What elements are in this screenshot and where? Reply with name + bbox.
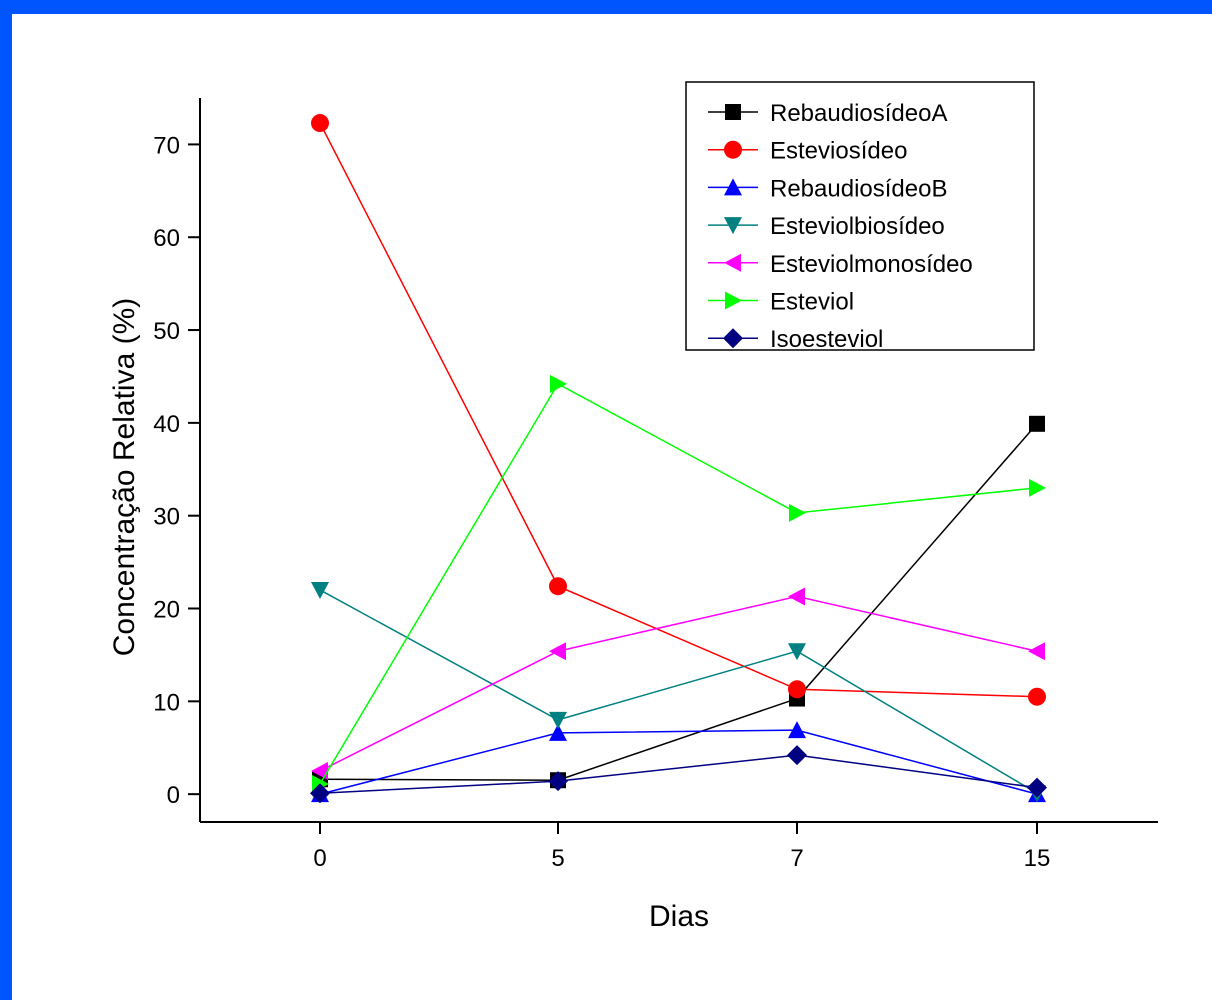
- legend-item: Esteviolmonosídeo: [708, 251, 973, 278]
- series-7: [310, 745, 1047, 804]
- legend-marker: [723, 328, 743, 349]
- x-tick-label: 0: [313, 845, 326, 872]
- y-tick-label: 10: [153, 689, 180, 716]
- data-point: [788, 680, 806, 699]
- legend-label: Esteviolbiosídeo: [770, 213, 945, 240]
- y-axis-label: Concentração Relativa (%): [108, 298, 141, 657]
- data-point: [311, 581, 329, 599]
- data-point: [549, 723, 567, 741]
- data-point: [788, 643, 806, 661]
- y-tick-label: 40: [153, 411, 180, 438]
- legend-marker: [724, 253, 741, 272]
- legend-item: Esteviol: [708, 289, 854, 316]
- data-point: [311, 761, 328, 780]
- x-tick-label: 5: [551, 845, 564, 872]
- series-line: [319, 122, 1038, 698]
- x-axis-label: Dias: [649, 900, 709, 933]
- x-tick-label: 15: [1024, 845, 1051, 872]
- legend-marker: [724, 178, 742, 196]
- legend-marker: [724, 217, 742, 235]
- data-point: [550, 374, 567, 393]
- legend-label: Esteviol: [770, 289, 854, 316]
- series-line: [319, 754, 1038, 794]
- data-point: [549, 642, 566, 661]
- legend-item: Esteviosídeo: [708, 138, 907, 165]
- data-point: [1029, 415, 1045, 432]
- x-ticks: 0 5 7 15: [313, 822, 1050, 872]
- series-line: [319, 589, 1038, 794]
- legend-item: RebaudiosídeoA: [708, 100, 947, 127]
- series-line: [319, 423, 1038, 781]
- y-tick-label: 70: [153, 132, 180, 159]
- y-tick-label: 0: [167, 782, 180, 809]
- legend-label: Isoesteviol: [770, 326, 883, 353]
- data-point: [787, 745, 807, 766]
- y-tick-label: 30: [153, 504, 180, 531]
- series-line: [319, 729, 1038, 795]
- legend-box: [685, 81, 1035, 351]
- data-point: [1028, 642, 1045, 661]
- data-point: [1028, 687, 1046, 706]
- data-point: [549, 711, 567, 729]
- legend-label: Esteviolmonosídeo: [770, 251, 973, 278]
- series-line: [319, 595, 1038, 772]
- data-point: [1029, 478, 1046, 497]
- data-point: [548, 771, 568, 792]
- slide-background: 0 10 20 30 40 50 60 70 0 5 7 15 Dias Concentração …: [12, 14, 1212, 1000]
- y-tick-label: 20: [153, 597, 180, 624]
- data-point: [788, 587, 805, 606]
- legend-label: Esteviosídeo: [770, 138, 907, 165]
- line-chart: 0 10 20 30 40 50 60 70 0 5 7 15 Dias Concentração …: [108, 81, 1158, 933]
- legend-item: Esteviolbiosídeo: [708, 213, 945, 240]
- legend-item: RebaudiosídeoB: [708, 175, 947, 202]
- y-tick-label: 50: [153, 318, 180, 345]
- data-point: [1027, 777, 1047, 798]
- data-point: [311, 114, 329, 133]
- series-6: [312, 374, 1046, 793]
- data-point: [788, 721, 806, 739]
- legend-marker: [724, 140, 742, 159]
- legend-label: RebaudiosídeoA: [770, 100, 947, 127]
- x-tick-label: 7: [790, 845, 803, 872]
- series-layer: [310, 114, 1047, 804]
- y-ticks: 0 10 20 30 40 50 60 70: [153, 132, 200, 809]
- y-tick-label: 60: [153, 225, 180, 252]
- legend: RebaudiosídeoA Esteviosídeo RebaudiosídeoB…: [685, 81, 1035, 353]
- legend-item: Isoesteviol: [708, 326, 883, 353]
- legend-marker: [725, 104, 741, 120]
- series-line: [319, 382, 1038, 785]
- data-point: [549, 577, 567, 596]
- data-point: [310, 783, 330, 804]
- series-2: [311, 114, 1046, 706]
- legend-label: RebaudiosídeoB: [770, 175, 947, 202]
- data-point: [789, 503, 806, 522]
- legend-marker: [725, 291, 742, 310]
- series-5: [311, 587, 1045, 780]
